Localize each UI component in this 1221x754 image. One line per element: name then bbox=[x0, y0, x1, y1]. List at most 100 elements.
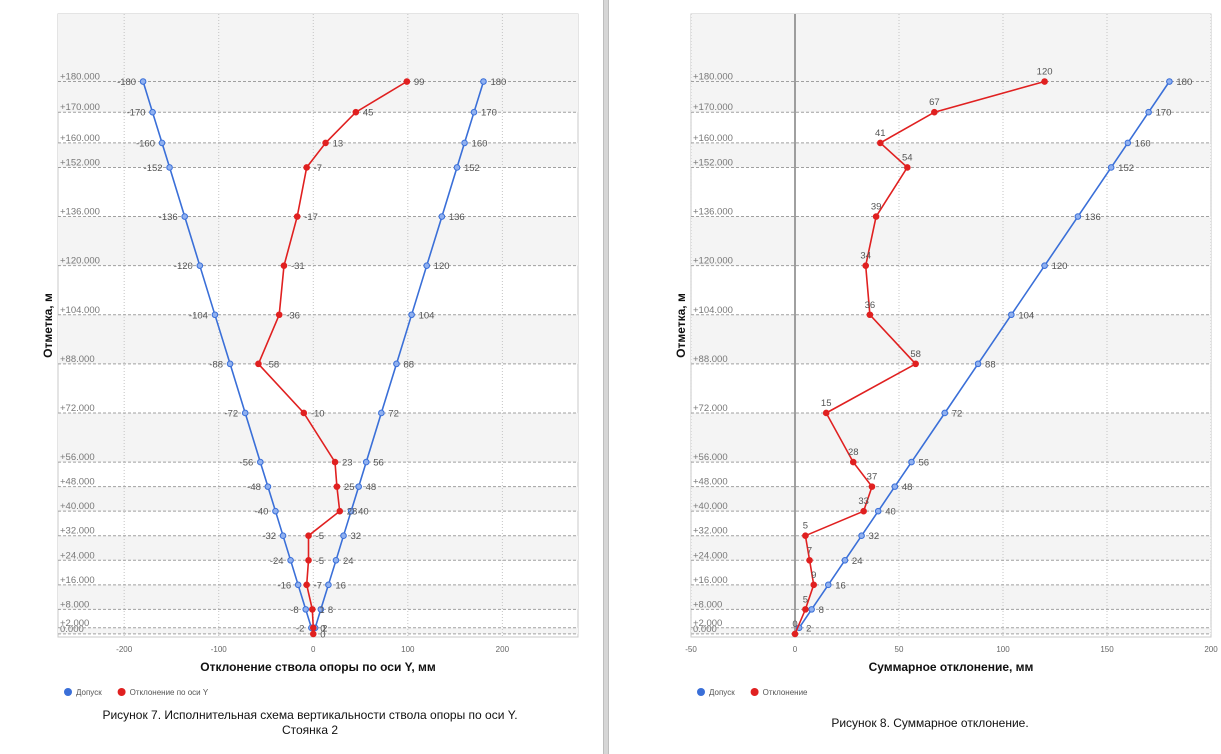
data-point bbox=[806, 556, 813, 564]
data-point bbox=[480, 78, 487, 85]
data-label: 40 bbox=[885, 507, 896, 518]
data-point bbox=[908, 458, 915, 466]
y-tick-label: +40.000 bbox=[693, 501, 728, 512]
data-label: -2 bbox=[296, 623, 304, 634]
data-point bbox=[403, 78, 411, 85]
data-label: 28 bbox=[848, 447, 859, 458]
legend-label: Отклонение bbox=[763, 688, 808, 697]
y-tick-label: +24.000 bbox=[60, 550, 95, 561]
data-label: 15 bbox=[821, 398, 832, 409]
data-label: 37 bbox=[867, 472, 878, 483]
data-point bbox=[862, 262, 870, 269]
x-tick-label: 100 bbox=[401, 645, 415, 654]
data-label: -72 bbox=[224, 408, 238, 419]
y-tick-label: +170.000 bbox=[693, 102, 733, 113]
data-label: 88 bbox=[985, 359, 996, 370]
data-label: 28 bbox=[347, 507, 358, 518]
data-label: 23 bbox=[342, 458, 353, 469]
x-tick-label: -100 bbox=[211, 645, 228, 654]
data-label: -24 bbox=[270, 556, 284, 567]
panel-divider bbox=[603, 0, 609, 754]
caption-left-line1: Рисунок 7. Исполнительная схема вертикал… bbox=[102, 708, 518, 722]
plot-band bbox=[691, 14, 1211, 82]
data-point bbox=[912, 360, 919, 368]
data-label: 88 bbox=[403, 359, 414, 370]
data-label: 136 bbox=[449, 212, 465, 223]
chart-total-deviation: -50 0 50 100 150 2000.000+2.000+8.000+16.000+… bbox=[674, 13, 1218, 697]
data-point bbox=[255, 360, 262, 368]
data-point bbox=[802, 606, 809, 613]
data-point bbox=[931, 108, 938, 116]
plot-band bbox=[691, 584, 1211, 610]
data-label: 72 bbox=[952, 408, 963, 419]
data-point bbox=[1041, 262, 1048, 269]
y-tick-label: +8.000 bbox=[60, 599, 89, 610]
data-point bbox=[470, 108, 478, 116]
plot-band bbox=[58, 412, 578, 463]
data-label: -56 bbox=[240, 458, 254, 469]
data-label: 9 bbox=[811, 570, 816, 581]
data-label: 152 bbox=[464, 163, 480, 174]
data-point bbox=[181, 213, 188, 220]
data-label: -5 bbox=[316, 531, 324, 542]
data-label: 41 bbox=[875, 128, 886, 139]
y-tick-label: +40.000 bbox=[60, 501, 95, 512]
series-line bbox=[257, 80, 408, 634]
x-tick-label: 0 bbox=[311, 645, 316, 654]
data-point bbox=[331, 458, 339, 466]
data-label: 32 bbox=[869, 531, 880, 542]
data-point bbox=[322, 139, 329, 147]
data-point bbox=[272, 507, 279, 515]
legend-label: Допуск bbox=[709, 688, 735, 697]
data-label: 32 bbox=[351, 531, 362, 542]
data-label: 170 bbox=[1156, 108, 1172, 119]
data-point bbox=[287, 556, 294, 564]
x-tick-label: 100 bbox=[996, 645, 1010, 654]
data-point bbox=[378, 409, 385, 417]
data-label: -136 bbox=[159, 212, 178, 223]
data-label: 16 bbox=[835, 580, 846, 591]
plot-band bbox=[691, 486, 1211, 512]
data-point bbox=[362, 458, 370, 466]
y-tick-label: +152.000 bbox=[60, 157, 100, 168]
y-tick-label: +152.000 bbox=[693, 157, 733, 168]
data-label: 34 bbox=[860, 251, 871, 262]
y-tick-label: +32.000 bbox=[693, 526, 728, 537]
y-tick-label: +48.000 bbox=[60, 477, 95, 488]
y-tick-label: +120.000 bbox=[693, 256, 733, 267]
y-tick-label: +136.000 bbox=[60, 207, 100, 218]
data-label: 16 bbox=[335, 580, 346, 591]
data-point bbox=[802, 532, 809, 540]
y-tick-label: +104.000 bbox=[693, 305, 733, 316]
data-point bbox=[302, 606, 310, 613]
data-point bbox=[393, 360, 400, 368]
data-label: -40 bbox=[255, 507, 269, 518]
data-label: 99 bbox=[414, 77, 425, 88]
plot-band bbox=[691, 535, 1211, 561]
data-label: -17 bbox=[304, 212, 318, 223]
data-label: -48 bbox=[247, 482, 261, 493]
data-point bbox=[325, 581, 332, 589]
y-tick-label: +120.000 bbox=[60, 256, 100, 267]
data-point bbox=[293, 213, 301, 220]
data-point bbox=[408, 311, 415, 319]
y-tick-label: +16.000 bbox=[693, 575, 728, 586]
caption-left-line2: Стоянка 2 bbox=[281, 723, 339, 737]
data-point bbox=[461, 139, 468, 147]
data-label: -7 bbox=[314, 163, 322, 174]
data-point bbox=[824, 581, 832, 589]
data-label: 170 bbox=[481, 108, 497, 119]
data-point bbox=[1008, 311, 1015, 319]
data-point bbox=[355, 483, 362, 490]
data-point bbox=[333, 483, 341, 490]
data-label: 40 bbox=[358, 507, 369, 518]
data-label: 67 bbox=[929, 97, 940, 108]
data-point bbox=[941, 409, 949, 417]
chart-vertical-deviation-y: -200 -100 0 100 2000.000+2.000+8.000+16.000+… bbox=[41, 13, 579, 697]
y-tick-label: +56.000 bbox=[60, 452, 95, 463]
data-point bbox=[1166, 78, 1173, 85]
data-point bbox=[1041, 78, 1048, 85]
data-label: 56 bbox=[918, 458, 929, 469]
caption-left: Рисунок 7. Исполнительная схема вертикал… bbox=[40, 708, 580, 738]
plot-band bbox=[58, 486, 578, 512]
